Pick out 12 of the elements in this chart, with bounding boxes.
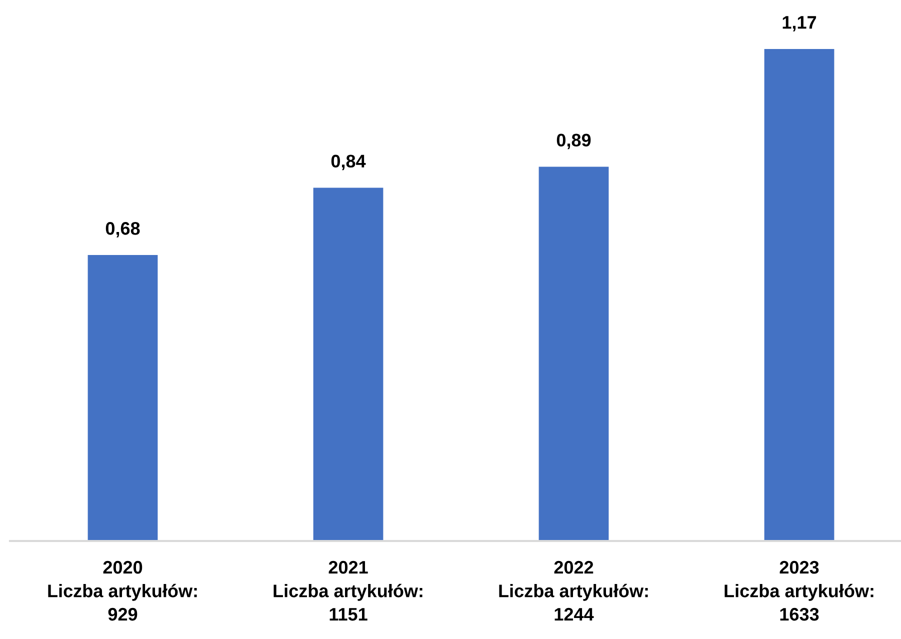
x-tick-label: 2023 Liczba artykułów: 1633 [724,560,874,621]
data-label: 0,84 [331,154,366,170]
bar [313,188,384,541]
data-label: 0,89 [556,134,591,150]
data-label: 1,17 [782,16,816,32]
bar [764,49,834,541]
bar [88,255,158,541]
bar [538,166,609,541]
x-tick-label: 2021 Liczba artykułów: 1151 [274,560,422,621]
x-tick-label: 2022 Liczba artykułów: 1244 [499,560,648,621]
data-label: 0,68 [106,222,140,238]
x-tick-label: 2020 Liczba artykułów: 929 [48,560,197,621]
